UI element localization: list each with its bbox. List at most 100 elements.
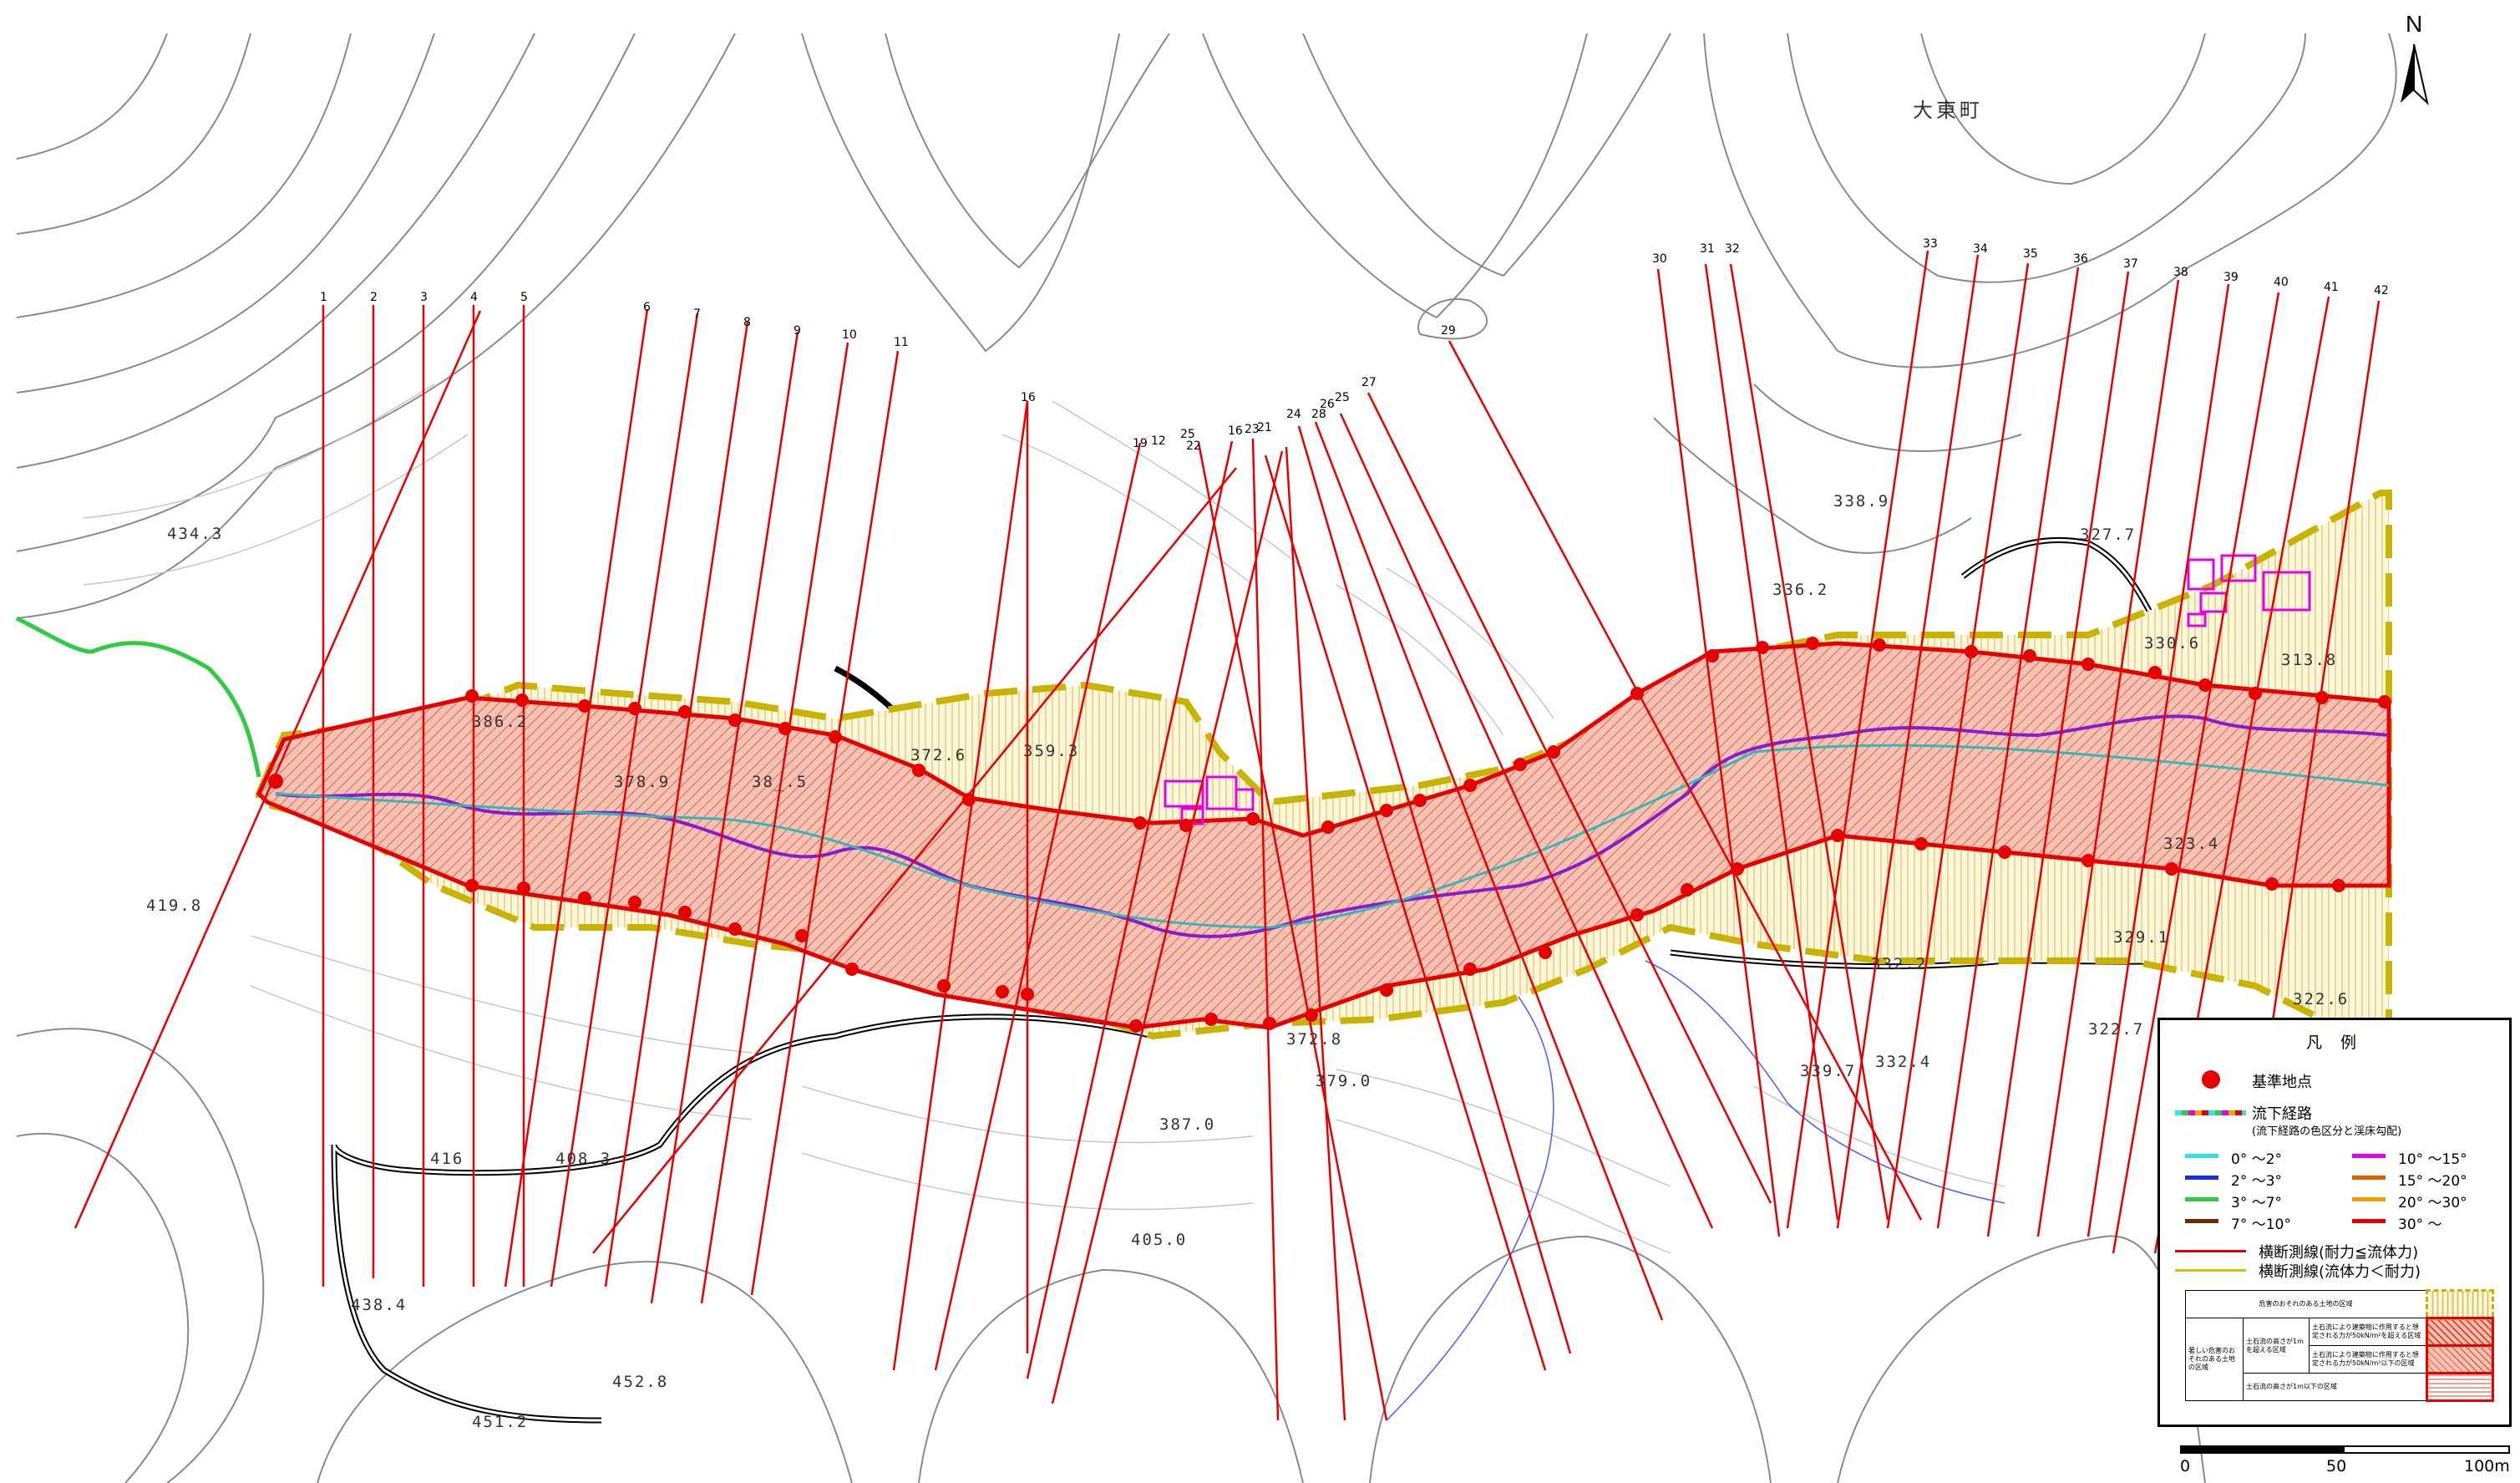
section-label: 26 xyxy=(1320,398,1335,411)
slope-swatch xyxy=(2185,1197,2218,1201)
slope-swatch xyxy=(2185,1154,2218,1158)
elevation-label: 372.8 xyxy=(1286,1030,1342,1049)
zone-sub1: 土石流の高さが1mを超える区域 xyxy=(2243,1318,2310,1374)
section-label: 25 xyxy=(1335,391,1350,404)
scale-label: 50 xyxy=(2326,1457,2347,1475)
elevation-label: 330.6 xyxy=(2144,634,2200,653)
elevation-label: 386.2 xyxy=(472,713,528,731)
slope-swatch xyxy=(2352,1197,2386,1201)
slope-swatch xyxy=(2352,1154,2386,1158)
section-label: 12 xyxy=(1151,434,1166,448)
base-point-icon xyxy=(2202,1070,2220,1089)
flow-path xyxy=(275,714,2390,938)
legend-flow-path-note: (流下経路の色区分と渓床勾配) xyxy=(2252,1125,2402,1138)
zone-group-label: 著しい危害のおそれのある土地の区域 xyxy=(2185,1318,2244,1401)
section-label: 36 xyxy=(2073,252,2088,266)
elevation-label: 387.0 xyxy=(1159,1115,1215,1134)
section-label: 5 xyxy=(520,291,528,304)
elevation-label: 378.9 xyxy=(614,773,670,791)
elevation-label: 336.2 xyxy=(1772,581,1828,599)
elevation-label: 452.8 xyxy=(612,1373,668,1391)
section-label: 21 xyxy=(1257,421,1272,434)
scale-label: 0 xyxy=(2180,1457,2191,1475)
slope-label: 2° ～3° xyxy=(2231,1173,2283,1190)
base-points xyxy=(268,637,2391,1033)
north-arrow-icon: N xyxy=(2401,11,2429,105)
section-label: 33 xyxy=(1923,237,1938,251)
elevation-label: 327.7 xyxy=(2080,526,2136,544)
section-label: 39 xyxy=(2223,271,2239,284)
zone-sub1b: 土石流により建築物に作用すると想定される力が50kN/m²以下の区域 xyxy=(2309,1345,2427,1374)
elevation-label: 379.0 xyxy=(1316,1072,1372,1090)
scale-bar-segment xyxy=(2180,1445,2345,1454)
section-label: 28 xyxy=(1311,408,1326,421)
section-label: 40 xyxy=(2274,276,2289,289)
elevation-label: 338.9 xyxy=(1833,492,1889,510)
north-label: N xyxy=(2406,11,2422,37)
slope-swatch xyxy=(2185,1219,2218,1223)
elevation-label: 438.4 xyxy=(351,1296,407,1314)
elevation-label: 332.4 xyxy=(1875,1053,1931,1071)
cross-section-icon xyxy=(2175,1250,2246,1252)
elevation-label: 323.4 xyxy=(2163,835,2219,853)
zone-sub2: 土石流の高さが1m以下の区域 xyxy=(2243,1373,2427,1401)
elevation-label: 322.6 xyxy=(2293,990,2349,1008)
legend-title: 凡 例 xyxy=(2305,1034,2364,1052)
section-label: 35 xyxy=(2023,247,2038,261)
section-label: 6 xyxy=(643,301,651,314)
slope-label: 3° ～7° xyxy=(2231,1195,2283,1211)
flow-path-icon xyxy=(2175,1110,2246,1115)
section-label: 3 xyxy=(420,291,428,304)
zone-swatch-red-cross xyxy=(2426,1317,2494,1347)
slope-swatch xyxy=(2352,1176,2386,1180)
legend-cross-section-2: 横断測線(流体力＜耐力) xyxy=(2259,1263,2421,1281)
zone-legend-table: 危害のおそれのある土地の区域 著しい危害のおそれのある土地の区域 土石流の高さが… xyxy=(2185,1289,2494,1402)
slope-label: 0° ～2° xyxy=(2231,1151,2283,1168)
slope-swatch xyxy=(2352,1219,2386,1223)
elevation-label: 339.7 xyxy=(1800,1062,1856,1080)
section-label: 23 xyxy=(1245,423,1260,436)
elevation-labels: 434.3 419.8 416 408.3 438.4 452.8 451.2 387.0 40… xyxy=(146,492,2349,1431)
legend-flow-path: 流下経路 xyxy=(2252,1105,2312,1123)
elevation-label: 416 xyxy=(430,1150,464,1168)
stream-line xyxy=(1645,960,2005,1204)
elevation-label: 405.0 xyxy=(1131,1231,1187,1249)
section-label: 38 xyxy=(2173,266,2188,279)
elevation-label: 372.6 xyxy=(910,746,966,764)
slope-label: 30° ～ xyxy=(2398,1216,2442,1233)
section-label: 24 xyxy=(1286,408,1301,421)
zone-swatch-yellow xyxy=(2426,1289,2494,1319)
zone-swatch-red-lines xyxy=(2426,1372,2494,1402)
slope-label: 20° ～30° xyxy=(2398,1195,2467,1211)
cross-section-icon xyxy=(2175,1269,2246,1272)
scale-label: 100m xyxy=(2464,1457,2510,1475)
legend-panel: 凡 例 基準地点 流下経路 (流下経路の色区分と渓床勾配) 0° ～2° 10° … xyxy=(2157,1018,2512,1427)
section-label: 1 xyxy=(320,291,327,304)
slope-label: 15° ～20° xyxy=(2398,1173,2467,1190)
buildings xyxy=(1164,554,2311,825)
elevation-label: 451.2 xyxy=(472,1413,528,1431)
section-label: 11 xyxy=(894,336,909,349)
section-label: 4 xyxy=(470,291,478,304)
elevation-label: 359.3 xyxy=(1023,742,1079,760)
section-label: 27 xyxy=(1361,376,1377,389)
legend-cross-section-1: 横断測線(耐力≦流体力) xyxy=(2259,1244,2419,1262)
zone-row-1: 危害のおそれのある土地の区域 xyxy=(2185,1290,2427,1318)
section-label: 41 xyxy=(2324,281,2339,294)
section-label: 42 xyxy=(2374,284,2389,297)
cross-section-lines xyxy=(74,250,2381,1421)
zone-sub1a: 土石流により建築物に作用すると想定される力が50kN/m²を超える区域 xyxy=(2309,1318,2427,1346)
section-label: 10 xyxy=(842,328,857,342)
section-number-labels: 1 2 3 4 5 6 7 8 9 10 11 16 19 12 22 25 1… xyxy=(320,237,2389,453)
section-label: 30 xyxy=(1652,252,1667,266)
scale-bar: 0 50 100m xyxy=(2180,1445,2510,1479)
elevation-label: 419.8 xyxy=(146,896,202,915)
town-label: 大東町 xyxy=(1913,99,1983,122)
elevation-label: 434.3 xyxy=(167,525,223,543)
zone-swatch-red-hatch xyxy=(2426,1344,2494,1374)
stream-line xyxy=(1386,943,1554,1421)
section-label: 32 xyxy=(1725,242,1740,256)
section-label: 19 xyxy=(1133,437,1148,450)
